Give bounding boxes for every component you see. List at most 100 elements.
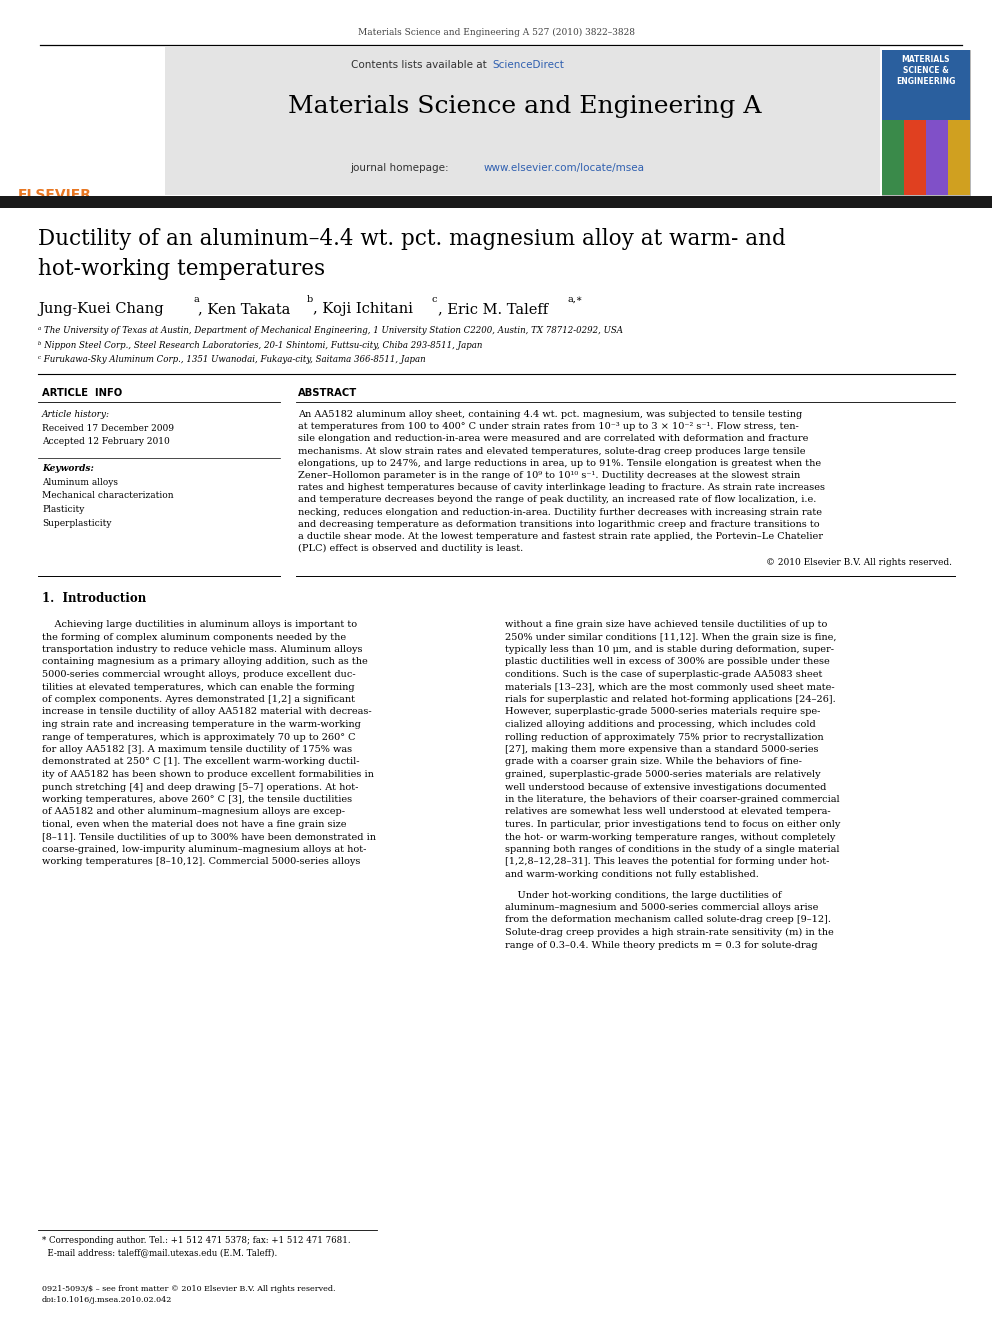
Text: www.elsevier.com/locate/msea: www.elsevier.com/locate/msea [484, 163, 645, 173]
Text: Aluminum alloys: Aluminum alloys [42, 478, 118, 487]
Text: Contents lists available at: Contents lists available at [351, 60, 490, 70]
Text: Jung-Kuei Chang: Jung-Kuei Chang [38, 302, 164, 316]
Text: Article history:: Article history: [42, 410, 110, 419]
Text: sile elongation and reduction-in-area were measured and are correlated with defo: sile elongation and reduction-in-area we… [298, 434, 808, 443]
Text: and decreasing temperature as deformation transitions into logarithmic creep and: and decreasing temperature as deformatio… [298, 520, 819, 529]
Text: Materials Science and Engineering A: Materials Science and Engineering A [289, 95, 762, 118]
Text: ᵃ The University of Texas at Austin, Department of Mechanical Engineering, 1 Uni: ᵃ The University of Texas at Austin, Dep… [38, 325, 623, 335]
Text: materials [13–23], which are the most commonly used sheet mate-: materials [13–23], which are the most co… [505, 683, 834, 692]
Text: Superplasticity: Superplasticity [42, 519, 111, 528]
Text: ᵇ Nippon Steel Corp., Steel Research Laboratories, 20-1 Shintomi, Futtsu-city, C: ᵇ Nippon Steel Corp., Steel Research Lab… [38, 340, 482, 349]
Text: Materials Science and Engineering A 527 (2010) 3822–3828: Materials Science and Engineering A 527 … [357, 28, 635, 37]
Text: typically less than 10 μm, and is stable during deformation, super-: typically less than 10 μm, and is stable… [505, 646, 834, 654]
Bar [926, 120, 948, 194]
Text: An AA5182 aluminum alloy sheet, containing 4.4 wt. pct. magnesium, was subjected: An AA5182 aluminum alloy sheet, containi… [298, 410, 803, 419]
Text: b: b [307, 295, 313, 304]
Text: the hot- or warm-working temperature ranges, without completely: the hot- or warm-working temperature ran… [505, 832, 835, 841]
Text: tures. In particular, prior investigations tend to focus on either only: tures. In particular, prior investigatio… [505, 820, 840, 830]
Text: a,∗: a,∗ [568, 295, 583, 304]
Text: However, superplastic-grade 5000-series materials require spe-: However, superplastic-grade 5000-series … [505, 708, 820, 717]
Text: Accepted 12 February 2010: Accepted 12 February 2010 [42, 437, 170, 446]
Text: aluminum–magnesium and 5000-series commercial alloys arise: aluminum–magnesium and 5000-series comme… [505, 904, 818, 912]
Text: grade with a coarser grain size. While the behaviors of fine-: grade with a coarser grain size. While t… [505, 758, 802, 766]
Text: 1.  Introduction: 1. Introduction [42, 591, 146, 605]
Text: 0921-5093/$ – see front matter © 2010 Elsevier B.V. All rights reserved.: 0921-5093/$ – see front matter © 2010 El… [42, 1285, 335, 1293]
Text: , Ken Takata: , Ken Takata [198, 302, 295, 316]
Bar [948, 120, 970, 194]
Text: from the deformation mechanism called solute-drag creep [9–12].: from the deformation mechanism called so… [505, 916, 831, 925]
Text: cialized alloying additions and processing, which includes cold: cialized alloying additions and processi… [505, 720, 815, 729]
Text: E-mail address: taleff@mail.utexas.edu (E.M. Taleff).: E-mail address: taleff@mail.utexas.edu (… [42, 1248, 277, 1257]
Text: Ductility of an aluminum–4.4 wt. pct. magnesium alloy at warm- and: Ductility of an aluminum–4.4 wt. pct. ma… [38, 228, 786, 250]
Text: well understood because of extensive investigations documented: well understood because of extensive inv… [505, 782, 826, 791]
Text: at temperatures from 100 to 400° C under strain rates from 10⁻³ up to 3 × 10⁻² s: at temperatures from 100 to 400° C under… [298, 422, 799, 431]
Text: range of temperatures, which is approximately 70 up to 260° C: range of temperatures, which is approxim… [42, 733, 355, 741]
Text: transportation industry to reduce vehicle mass. Aluminum alloys: transportation industry to reduce vehicl… [42, 646, 362, 654]
Text: ᶜ Furukawa-Sky Aluminum Corp., 1351 Uwanodai, Fukaya-city, Saitama 366-8511, Jap: ᶜ Furukawa-Sky Aluminum Corp., 1351 Uwan… [38, 355, 426, 364]
Text: range of 0.3–0.4. While theory predicts m = 0.3 for solute-drag: range of 0.3–0.4. While theory predicts … [505, 941, 817, 950]
Text: relatives are somewhat less well understood at elevated tempera-: relatives are somewhat less well underst… [505, 807, 830, 816]
Text: of complex components. Ayres demonstrated [1,2] a significant: of complex components. Ayres demonstrate… [42, 695, 355, 704]
Text: Mechanical characterization: Mechanical characterization [42, 492, 174, 500]
Text: working temperatures, above 260° C [3], the tensile ductilities: working temperatures, above 260° C [3], … [42, 795, 352, 804]
Text: of AA5182 and other aluminum–magnesium alloys are excep-: of AA5182 and other aluminum–magnesium a… [42, 807, 345, 816]
Text: Received 17 December 2009: Received 17 December 2009 [42, 423, 174, 433]
Text: the forming of complex aluminum components needed by the: the forming of complex aluminum componen… [42, 632, 346, 642]
Text: 250% under similar conditions [11,12]. When the grain size is fine,: 250% under similar conditions [11,12]. W… [505, 632, 836, 642]
Bar [882, 50, 970, 120]
Text: ing strain rate and increasing temperature in the warm-working: ing strain rate and increasing temperatu… [42, 720, 361, 729]
Text: grained, superplastic-grade 5000-series materials are relatively: grained, superplastic-grade 5000-series … [505, 770, 820, 779]
Text: [27], making them more expensive than a standard 5000-series: [27], making them more expensive than a … [505, 745, 818, 754]
Bar [882, 120, 904, 194]
Text: Solute-drag creep provides a high strain-rate sensitivity (m) in the: Solute-drag creep provides a high strain… [505, 927, 833, 937]
Text: without a fine grain size have achieved tensile ductilities of up to: without a fine grain size have achieved … [505, 620, 827, 628]
Text: Zener–Hollomon parameter is in the range of 10⁹ to 10¹⁰ s⁻¹. Ductility decreases: Zener–Hollomon parameter is in the range… [298, 471, 801, 480]
Text: hot-working temperatures: hot-working temperatures [38, 258, 325, 280]
Text: coarse-grained, low-impurity aluminum–magnesium alloys at hot-: coarse-grained, low-impurity aluminum–ma… [42, 845, 366, 855]
Text: in the literature, the behaviors of their coarser-grained commercial: in the literature, the behaviors of thei… [505, 795, 839, 804]
Text: and temperature decreases beyond the range of peak ductility, an increased rate : and temperature decreases beyond the ran… [298, 495, 816, 504]
Text: tilities at elevated temperatures, which can enable the forming: tilities at elevated temperatures, which… [42, 683, 354, 692]
Text: demonstrated at 250° C [1]. The excellent warm-working ductil-: demonstrated at 250° C [1]. The excellen… [42, 758, 359, 766]
Bar [0, 196, 992, 208]
Text: conditions. Such is the case of superplastic-grade AA5083 sheet: conditions. Such is the case of superpla… [505, 669, 822, 679]
Text: (PLC) effect is observed and ductility is least.: (PLC) effect is observed and ductility i… [298, 544, 523, 553]
Text: Achieving large ductilities in aluminum alloys is important to: Achieving large ductilities in aluminum … [42, 620, 357, 628]
Text: containing magnesium as a primary alloying addition, such as the: containing magnesium as a primary alloyi… [42, 658, 368, 667]
Text: working temperatures [8–10,12]. Commercial 5000-series alloys: working temperatures [8–10,12]. Commerci… [42, 857, 360, 867]
Text: ELSEVIER: ELSEVIER [18, 188, 92, 202]
Text: Under hot-working conditions, the large ductilities of: Under hot-working conditions, the large … [505, 890, 782, 900]
Text: journal homepage:: journal homepage: [350, 163, 452, 173]
Text: MATERIALS
SCIENCE &
ENGINEERING: MATERIALS SCIENCE & ENGINEERING [897, 56, 955, 86]
Text: punch stretching [4] and deep drawing [5–7] operations. At hot-: punch stretching [4] and deep drawing [5… [42, 782, 358, 791]
Text: ity of AA5182 has been shown to produce excellent formabilities in: ity of AA5182 has been shown to produce … [42, 770, 374, 779]
Text: a: a [193, 295, 198, 304]
Text: 5000-series commercial wrought alloys, produce excellent duc-: 5000-series commercial wrought alloys, p… [42, 669, 355, 679]
Text: ABSTRACT: ABSTRACT [298, 388, 357, 398]
Text: c: c [432, 295, 437, 304]
Text: plastic ductilities well in excess of 300% are possible under these: plastic ductilities well in excess of 30… [505, 658, 829, 667]
Text: Plasticity: Plasticity [42, 505, 84, 515]
Text: and warm-working conditions not fully established.: and warm-working conditions not fully es… [505, 871, 759, 878]
Text: tional, even when the material does not have a fine grain size: tional, even when the material does not … [42, 820, 346, 830]
Bar [18, 75, 160, 185]
Text: Keywords:: Keywords: [42, 464, 94, 474]
Text: elongations, up to 247%, and large reductions in area, up to 91%. Tensile elonga: elongations, up to 247%, and large reduc… [298, 459, 821, 468]
Text: rials for superplastic and related hot-forming applications [24–26].: rials for superplastic and related hot-f… [505, 695, 835, 704]
Text: , Koji Ichitani: , Koji Ichitani [313, 302, 418, 316]
Text: rates and highest temperatures because of cavity interlinkage leading to fractur: rates and highest temperatures because o… [298, 483, 825, 492]
Text: increase in tensile ductility of alloy AA5182 material with decreas-: increase in tensile ductility of alloy A… [42, 708, 372, 717]
Text: rolling reduction of approximately 75% prior to recrystallization: rolling reduction of approximately 75% p… [505, 733, 823, 741]
Bar [882, 50, 970, 194]
Bar [165, 48, 880, 194]
Text: ARTICLE  INFO: ARTICLE INFO [42, 388, 122, 398]
Text: © 2010 Elsevier B.V. All rights reserved.: © 2010 Elsevier B.V. All rights reserved… [766, 558, 952, 568]
Text: doi:10.1016/j.msea.2010.02.042: doi:10.1016/j.msea.2010.02.042 [42, 1297, 173, 1304]
Text: ScienceDirect: ScienceDirect [492, 60, 563, 70]
Text: necking, reduces elongation and reduction-in-area. Ductility further decreases w: necking, reduces elongation and reductio… [298, 508, 822, 516]
Text: spanning both ranges of conditions in the study of a single material: spanning both ranges of conditions in th… [505, 845, 839, 855]
Text: * Corresponding author. Tel.: +1 512 471 5378; fax: +1 512 471 7681.: * Corresponding author. Tel.: +1 512 471… [42, 1236, 350, 1245]
Bar [904, 120, 926, 194]
Text: [1,2,8–12,28–31]. This leaves the potential for forming under hot-: [1,2,8–12,28–31]. This leaves the potent… [505, 857, 829, 867]
Text: , Eric M. Taleff: , Eric M. Taleff [438, 302, 549, 316]
